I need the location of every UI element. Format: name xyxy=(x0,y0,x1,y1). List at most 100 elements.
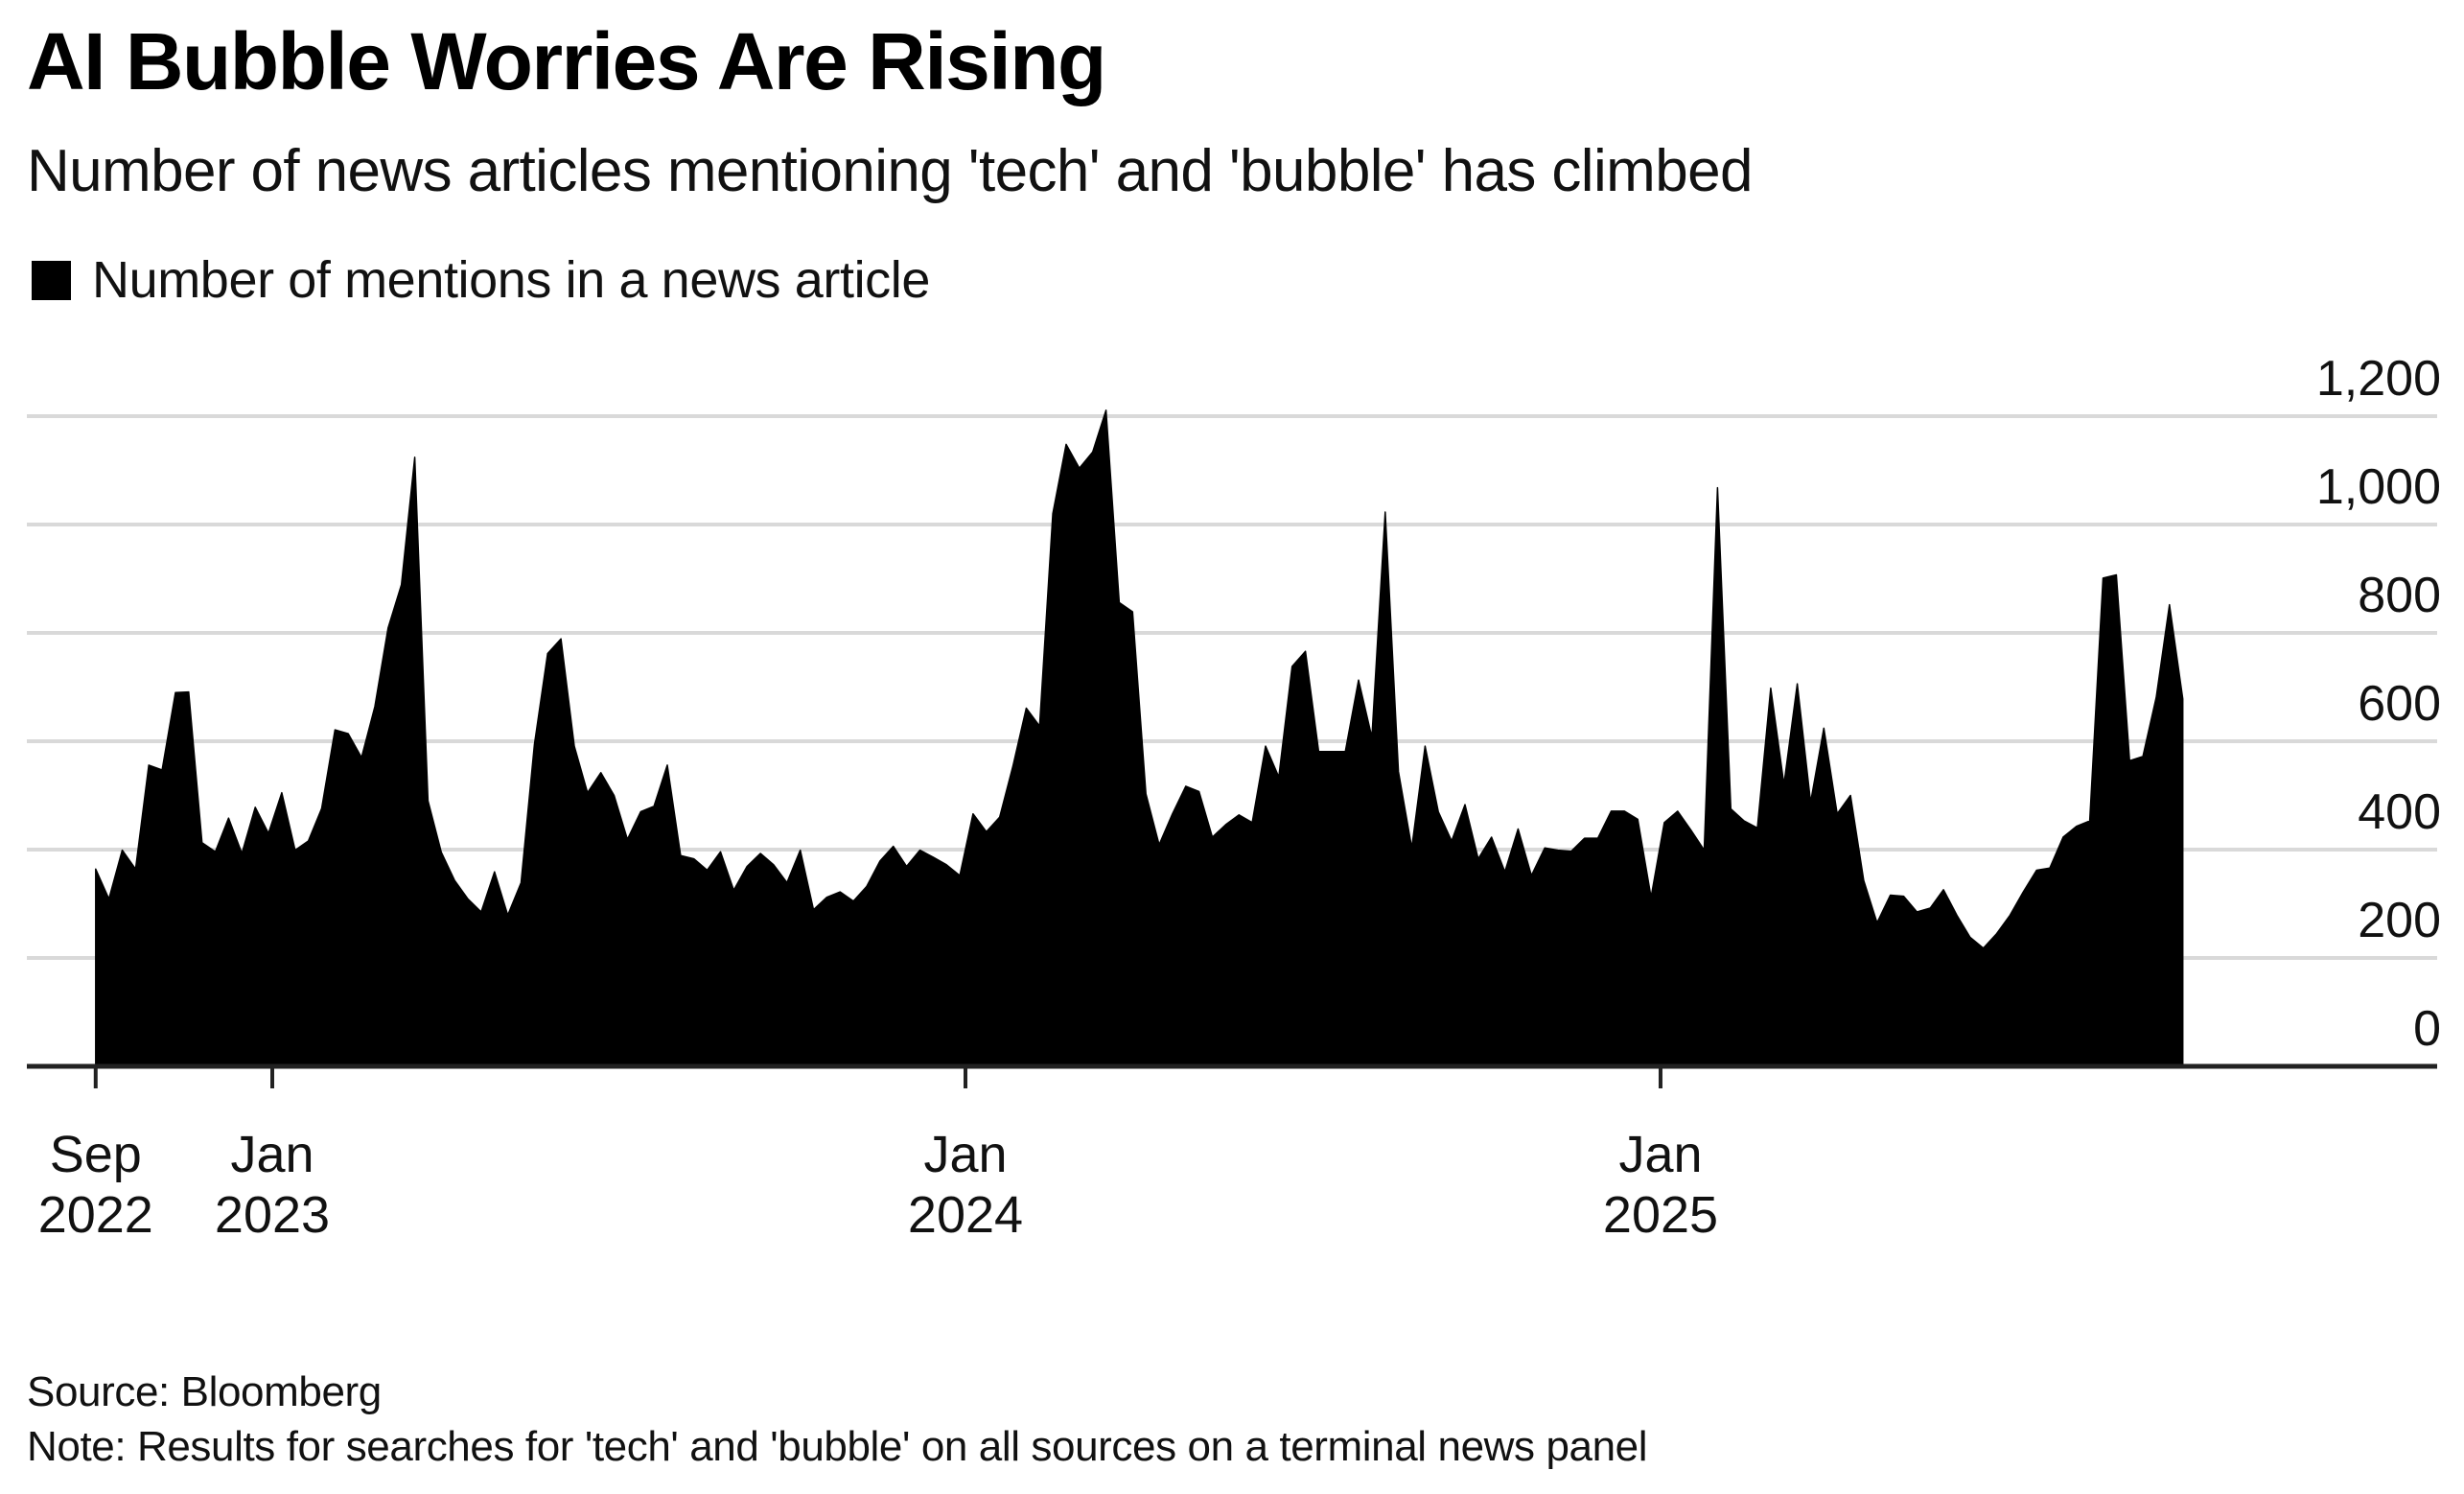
data-point xyxy=(2127,759,2131,762)
data-point xyxy=(1436,810,1440,814)
data-point xyxy=(2021,890,2025,894)
data-point xyxy=(1636,817,1639,821)
data-point xyxy=(1130,610,1134,614)
data-point xyxy=(1915,910,1918,914)
data-point xyxy=(812,908,816,912)
data-point xyxy=(892,845,895,849)
data-point xyxy=(1104,409,1108,412)
data-point xyxy=(1304,649,1308,653)
data-point xyxy=(2181,697,2185,701)
data-point xyxy=(1264,744,1267,748)
data-point xyxy=(1211,835,1215,839)
data-point xyxy=(267,831,270,835)
data-point xyxy=(1250,821,1254,825)
data-point xyxy=(1662,821,1666,825)
data-point xyxy=(1410,846,1414,850)
data-point xyxy=(985,829,988,833)
data-point xyxy=(2061,835,2065,839)
data-point xyxy=(639,810,642,814)
x-tick-label-year: 2022 xyxy=(38,1186,153,1244)
data-point xyxy=(944,863,948,867)
data-point xyxy=(373,705,377,709)
data-point xyxy=(1809,801,1813,805)
data-point xyxy=(214,850,218,853)
data-point xyxy=(706,869,709,873)
data-point xyxy=(1902,895,1906,899)
y-tick-label: 0 xyxy=(2413,1001,2441,1057)
data-point xyxy=(878,859,882,863)
data-point xyxy=(466,897,470,900)
data-point xyxy=(1556,849,1560,852)
data-point xyxy=(1157,843,1161,847)
data-point xyxy=(1184,784,1188,788)
data-point xyxy=(333,728,337,732)
y-tick-label: 400 xyxy=(2358,784,2441,840)
x-tick-label-year: 2023 xyxy=(215,1186,330,1244)
data-point xyxy=(732,888,735,892)
data-point xyxy=(453,878,456,882)
data-point xyxy=(918,849,922,852)
data-point xyxy=(572,744,576,748)
data-point xyxy=(413,455,417,459)
data-point xyxy=(958,874,962,877)
data-point xyxy=(2048,866,2052,870)
data-point xyxy=(745,865,749,869)
data-point xyxy=(1569,850,1573,853)
data-point xyxy=(931,855,935,859)
data-point xyxy=(2141,755,2145,759)
data-point xyxy=(360,756,363,759)
data-point xyxy=(1316,750,1320,754)
data-point xyxy=(1223,823,1227,827)
x-tick-label-month: Jan xyxy=(923,1126,1007,1183)
data-point xyxy=(121,849,125,852)
data-point xyxy=(559,637,563,641)
data-point xyxy=(1796,682,1800,686)
data-point xyxy=(1649,896,1653,899)
data-point xyxy=(2114,573,2118,577)
data-point xyxy=(1237,813,1241,817)
y-tick-label: 600 xyxy=(2358,676,2441,732)
data-point xyxy=(1583,836,1587,840)
y-tick-label: 200 xyxy=(2358,893,2441,948)
legend-swatch-icon xyxy=(32,260,71,300)
data-point xyxy=(599,771,603,775)
data-point xyxy=(865,884,869,888)
data-point xyxy=(1689,829,1693,832)
data-point xyxy=(851,899,855,903)
data-point xyxy=(625,837,629,841)
data-point xyxy=(905,865,909,869)
chart-subtitle: Number of news articles mentioning 'tech… xyxy=(27,138,1753,204)
data-point xyxy=(506,913,510,917)
data-point xyxy=(320,806,324,810)
data-point xyxy=(1357,678,1360,682)
data-point xyxy=(1676,809,1680,813)
data-point xyxy=(1370,735,1374,739)
y-tick-label: 1,200 xyxy=(2316,351,2441,407)
data-point xyxy=(1968,936,1972,940)
data-point xyxy=(799,849,802,852)
data-point xyxy=(998,815,1002,819)
data-point xyxy=(1875,921,1879,924)
data-point xyxy=(1769,687,1773,690)
methodology-note: Note: Results for searches for 'tech' an… xyxy=(27,1423,1648,1470)
data-point xyxy=(546,652,549,656)
data-point xyxy=(1397,770,1401,774)
source-note: Source: Bloomberg xyxy=(27,1368,382,1415)
data-point xyxy=(520,881,523,885)
area-series xyxy=(95,409,2184,1067)
data-point xyxy=(1729,807,1732,811)
data-point xyxy=(133,867,137,871)
data-point xyxy=(1848,794,1852,798)
data-point xyxy=(1330,750,1334,754)
data-point xyxy=(1941,888,1945,892)
data-point xyxy=(1277,775,1281,779)
data-point xyxy=(1078,466,1081,470)
x-tick-label-year: 2024 xyxy=(908,1186,1023,1244)
x-tick-label-month: Jan xyxy=(1618,1126,1702,1183)
data-point xyxy=(1117,600,1121,604)
data-point xyxy=(1343,750,1347,754)
x-tick-label-month: Jan xyxy=(230,1126,314,1183)
data-point xyxy=(2075,825,2079,829)
data-point xyxy=(2102,576,2105,580)
